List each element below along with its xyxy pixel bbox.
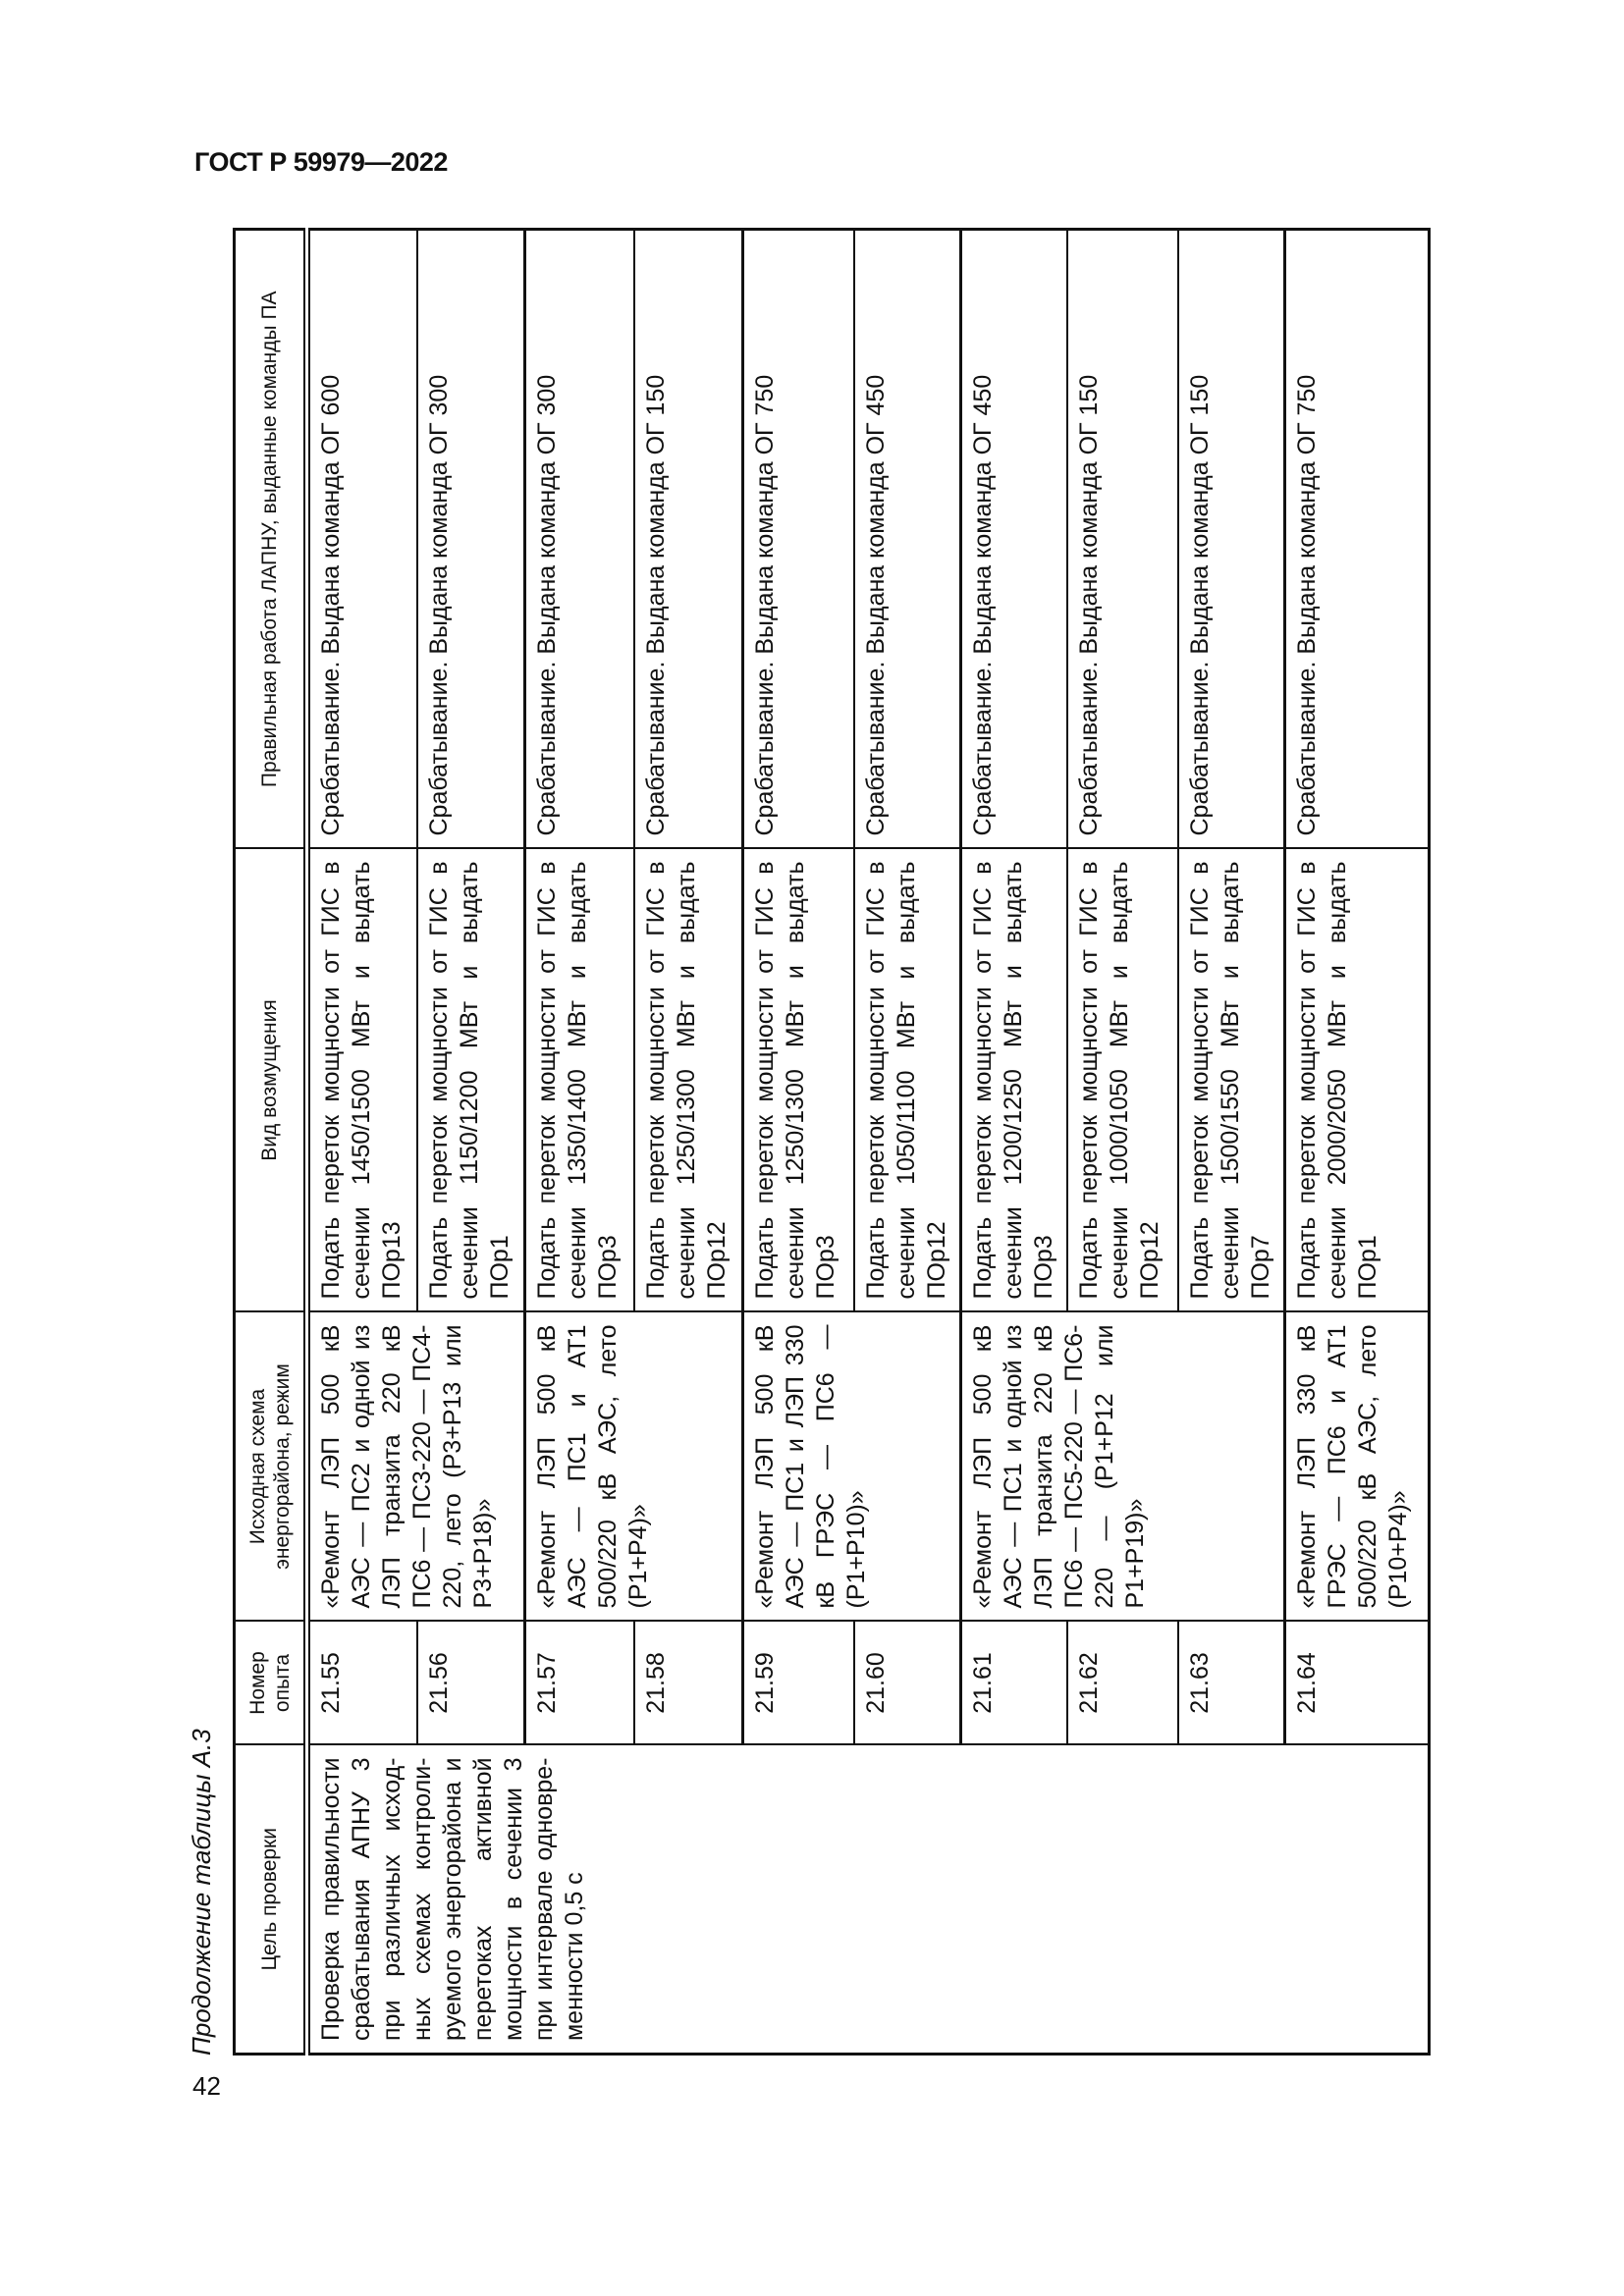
document-header: ГОСТ Р 59979—2022 [194, 147, 448, 177]
result-cell: Срабатывание. Выдана команда ОГ 150 [1066, 229, 1178, 849]
disturbance-cell: Подать переток мощности от ГИС в сечении… [524, 848, 634, 1312]
table-header-row: Цель проверки Номер опыта Исходная схема… [234, 229, 307, 2055]
scheme-cell: «Ремонт ЛЭП 500 кВ АЭС — ПС2 и одной из … [306, 1311, 525, 1622]
result-cell: Срабатывание. Выдана команда ОГ 300 [524, 229, 634, 849]
result-cell: Срабатывание. Выдана команда ОГ 450 [853, 229, 961, 849]
table-caption: Продолжение таблицы А.3 [187, 1729, 216, 2056]
disturbance-cell: Подать переток мощности от ГИС в сечении… [633, 848, 743, 1312]
disturbance-cell: Подать переток мощности от ГИС в сечении… [960, 848, 1067, 1312]
rotated-table: Цель проверки Номер опыта Исходная схема… [233, 228, 1431, 2056]
scheme-cell: «Ремонт ЛЭП 330 кВ ГРЭС — ПС6 и АТ1 500/… [1284, 1311, 1430, 1622]
column-header-disturbance: Вид возмущения [234, 848, 307, 1312]
scheme-cell: «Ремонт ЛЭП 500 кВ АЭС — ПС1 и одной из … [960, 1311, 1285, 1622]
test-number: 21.63 [1177, 1621, 1285, 1745]
disturbance-cell: Подать переток мощности от ГИС в сечении… [306, 848, 417, 1312]
result-cell: Срабатывание. Выдана команда ОГ 750 [1284, 229, 1430, 849]
result-cell: Срабатывание. Выдана команда ОГ 300 [416, 229, 525, 849]
column-header-scheme: Исходная схема энергорайона, режим [234, 1311, 307, 1622]
scheme-cell: «Ремонт ЛЭП 500 кВ АЭС — ПС1 и ЛЭП 330 к… [742, 1311, 961, 1622]
disturbance-cell: Подать переток мощности от ГИС в сечении… [416, 848, 525, 1312]
test-number: 21.64 [1284, 1621, 1430, 1745]
disturbance-cell: Подать переток мощности от ГИС в сечении… [1066, 848, 1178, 1312]
page-number: 42 [192, 2071, 221, 2101]
result-cell: Срабатывание. Выдана команда ОГ 450 [960, 229, 1067, 849]
disturbance-cell: Подать переток мощности от ГИС в сечении… [1284, 848, 1430, 1312]
purpose-cell: Проверка правильности срабатывания АПНУ … [306, 1744, 1430, 2055]
disturbance-cell: Подать переток мощности от ГИС в сечении… [742, 848, 854, 1312]
column-header-result: Правильная работа ЛАПНУ, выданные команд… [234, 229, 307, 849]
result-cell: Срабатывание. Выдана команда ОГ 600 [306, 229, 417, 849]
result-cell: Срабатывание. Выдана команда ОГ 750 [742, 229, 854, 849]
disturbance-cell: Подать переток мощности от ГИС в сечении… [853, 848, 961, 1312]
result-cell: Срабатывание. Выдана команда ОГ 150 [1177, 229, 1285, 849]
test-number: 21.60 [853, 1621, 961, 1745]
disturbance-cell: Подать переток мощности от ГИС в сечении… [1177, 848, 1285, 1312]
test-number: 21.59 [742, 1621, 854, 1745]
test-number: 21.58 [633, 1621, 743, 1745]
test-number: 21.55 [306, 1621, 417, 1745]
column-header-purpose: Цель проверки [234, 1744, 307, 2055]
scheme-cell: «Ремонт ЛЭП 500 кВ АЭС — ПС1 и АТ1 500/2… [524, 1311, 743, 1622]
table-row: Проверка правильности срабатывания АПНУ … [306, 229, 1430, 2055]
test-number: 21.57 [524, 1621, 634, 1745]
result-cell: Срабатывание. Выдана команда ОГ 150 [633, 229, 743, 849]
test-number: 21.61 [960, 1621, 1067, 1745]
column-header-number: Номер опыта [234, 1621, 307, 1745]
test-table: Цель проверки Номер опыта Исходная схема… [233, 228, 1431, 2056]
test-number: 21.62 [1066, 1621, 1178, 1745]
test-number: 21.56 [416, 1621, 525, 1745]
